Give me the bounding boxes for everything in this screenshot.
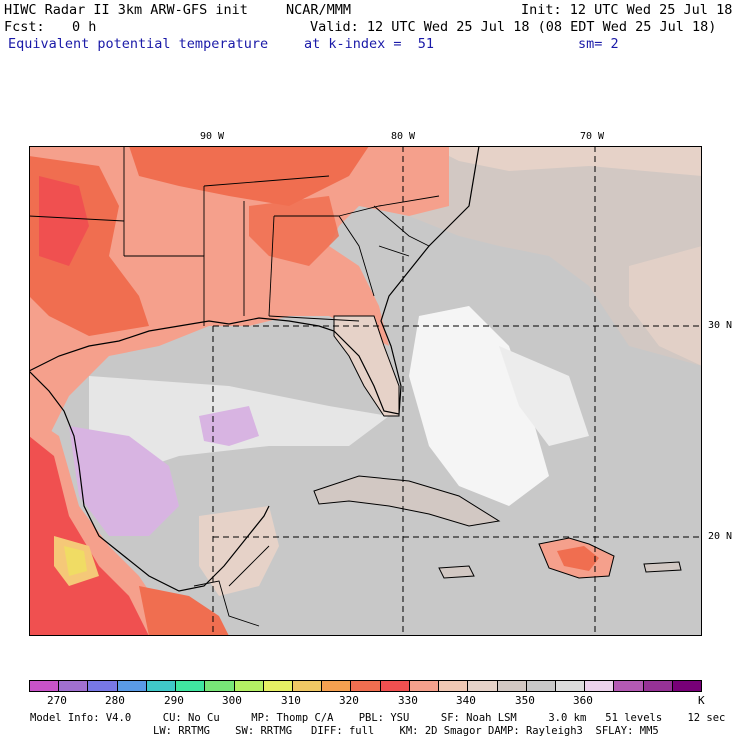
lat-label-30n: 30 N (708, 320, 733, 331)
cbar-label-320: 320 (339, 694, 359, 707)
caribbean-white-region (409, 306, 549, 506)
model-info-line1: Model Info: V4.0 CU: No Cu MP: Thomp C/A… (30, 712, 726, 724)
lavender-gulf-west (69, 426, 179, 536)
cbar-label-270: 270 (47, 694, 67, 707)
init-time: Init: 12 UTC Wed 25 Jul 18 (521, 2, 733, 18)
level-info: at k-index = 51 (304, 36, 435, 52)
lon-label-90w: 90 W (200, 131, 225, 142)
colorbar-swatch (263, 681, 293, 691)
colorbar-swatch (176, 681, 206, 691)
theta-e-map (29, 146, 702, 636)
colorbar-swatch (30, 681, 60, 691)
colorbar-swatch (322, 681, 352, 691)
cbar-label-290: 290 (164, 694, 184, 707)
lon-label-80w: 80 W (391, 131, 416, 142)
hot-patch-north (129, 146, 369, 206)
us-warm-land (29, 146, 449, 446)
colorbar-swatch (526, 681, 556, 691)
colorbar-swatch (234, 681, 264, 691)
colorbar-swatch (643, 681, 673, 691)
colorbar-swatch (468, 681, 498, 691)
map-border (29, 146, 702, 636)
colorbar-swatch (59, 681, 89, 691)
valid-time: Valid: 12 UTC Wed 25 Jul 18 (08 EDT Wed … (310, 19, 717, 35)
smoothing-info: sm= 2 (578, 36, 619, 52)
model-info-line2: LW: RRTMG SW: RRTMG DIFF: full KM: 2D Sm… (153, 725, 659, 737)
texas-coastline (29, 370, 270, 592)
colorbar-swatch (439, 681, 469, 691)
very-hot-patch (39, 176, 89, 266)
colorbar-swatch (351, 681, 381, 691)
colorbar-swatch (672, 681, 702, 691)
cbar-label-340: 340 (456, 694, 476, 707)
latlon-grid (212, 146, 702, 636)
cbar-label-300: 300 (222, 694, 242, 707)
mexico-hot-land (29, 436, 149, 636)
lon-label-70w: 70 W (580, 131, 605, 142)
cbar-unit: K (698, 694, 705, 707)
field-name: Equivalent potential temperature (8, 36, 269, 52)
cbar-label-330: 330 (398, 694, 418, 707)
state-borders (29, 146, 440, 326)
colorbar-swatch (117, 681, 147, 691)
colorbar-swatch (497, 681, 527, 691)
colorbar-swatch (409, 681, 440, 691)
atlantic-tan-band (429, 146, 702, 176)
cbar-label-280: 280 (105, 694, 125, 707)
mexico-yellow-core (64, 546, 87, 576)
central-america-borders (193, 545, 270, 627)
colorbar-swatch (380, 681, 410, 691)
forecast-hour: 0 h (72, 19, 97, 35)
cbar-label-350: 350 (515, 694, 535, 707)
cbar-label-310: 310 (281, 694, 301, 707)
organization: NCAR/MMM (286, 2, 352, 18)
colorbar-swatch (614, 681, 644, 691)
yucatan-tan (199, 506, 279, 596)
hot-patch-central (249, 196, 339, 266)
east-tan-patch (629, 246, 702, 366)
cuba-land (313, 475, 501, 527)
colorbar-swatch (555, 681, 586, 691)
lavender-gulf-central (199, 406, 259, 446)
cbar-label-360: 360 (573, 694, 593, 707)
bahamas-white-region (499, 346, 589, 446)
florida-peninsula (333, 315, 400, 417)
colorbar-swatch (88, 681, 118, 691)
puerto-rico-land (643, 561, 682, 573)
colorbar-swatch (205, 681, 235, 691)
colorbar (29, 680, 702, 692)
colorbar-swatch (146, 681, 177, 691)
gulf-coastline (29, 146, 480, 415)
jamaica-land (438, 565, 475, 579)
model-title: HIWC Radar II 3km ARW-GFS init (4, 2, 248, 18)
central-america-hot (139, 586, 229, 636)
hispaniola-hot-core (557, 546, 599, 571)
colorbar-swatch (292, 681, 323, 691)
lat-label-20n: 20 N (708, 531, 733, 542)
forecast-label: Fcst: (4, 19, 45, 35)
colorbar-swatch (585, 681, 615, 691)
